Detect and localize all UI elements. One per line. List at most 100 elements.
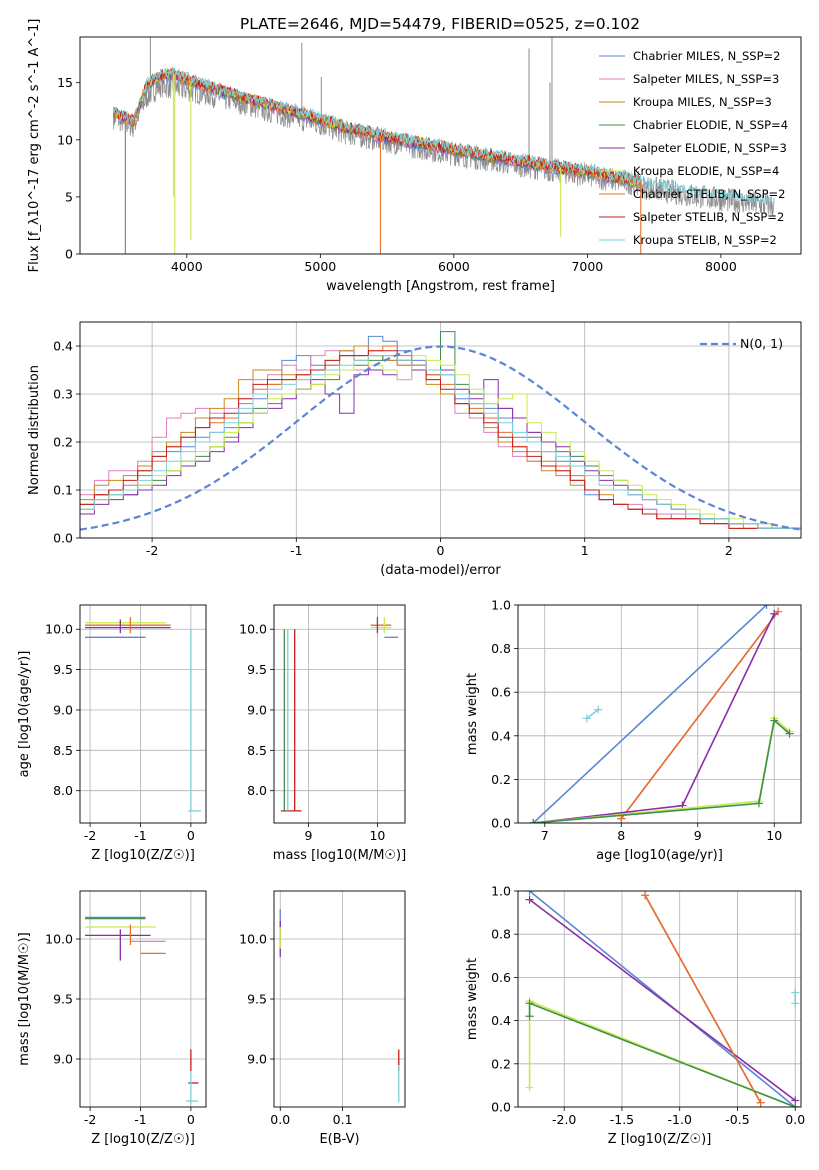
model-series-line <box>113 67 641 184</box>
x-tick-label: 10 <box>369 828 385 843</box>
x-tick-label: -1 <box>134 828 146 843</box>
weight-point-marker <box>791 1103 800 1107</box>
y-tick-label: 0.0 <box>491 1100 511 1115</box>
y-tick-label: 0.3 <box>53 387 73 402</box>
x-tick-label: 7 <box>541 828 549 843</box>
normal-curve-line <box>80 345 801 531</box>
plot-area <box>280 617 399 812</box>
y-tick-label: 8.5 <box>53 743 73 758</box>
axes-frame <box>273 890 406 1108</box>
plot-area <box>529 605 794 823</box>
x-tick-label: -2 <box>146 543 158 558</box>
x-axis-label: Z [log10(Z/Z☉)] <box>91 1132 195 1147</box>
y-tick-label: 8.0 <box>53 783 73 798</box>
y-tick-label: 15 <box>57 75 73 90</box>
weight-series-line <box>533 718 791 823</box>
y-tick-label: 0.0 <box>53 531 73 546</box>
x-axis-label: wavelength [Angstrom, rest frame] <box>326 279 555 294</box>
weight-point-marker <box>525 895 534 904</box>
y-axis-label: Flux [f_λ10^-17 erg cm^-2 s^-1 A^-1] <box>27 19 42 273</box>
plot-area <box>80 331 801 538</box>
x-axis-label: Z [log10(Z/Z☉)] <box>608 1132 712 1147</box>
x-tick-label: -1 <box>134 1112 146 1127</box>
x-axis-label: mass [log10(M/M☉)] <box>273 848 406 863</box>
panel-age_vs_mass: 9 10 8.0 8.5 9.0 9.5 10.0 mass [log10(M/M☉)] <box>239 604 406 863</box>
weight-point-marker <box>529 819 538 823</box>
plot-area <box>279 909 400 1103</box>
legend-label: Salpeter STELIB, N_SSP=2 <box>633 210 784 224</box>
x-axis-label: age [log10(age/yr)] <box>596 848 723 863</box>
y-tick-label: 9.5 <box>53 662 73 677</box>
legend-label: Kroupa STELIB, N_SSP=2 <box>633 233 777 247</box>
weight-point-marker <box>770 716 779 725</box>
y-tick-label: 10.0 <box>239 622 267 637</box>
y-tick-label: 9.0 <box>53 1052 73 1067</box>
axes-frame <box>79 890 207 1108</box>
weight-series-line <box>644 894 762 1104</box>
x-tick-label: 0.0 <box>270 1112 290 1127</box>
legend-label: Kroupa MILES, N_SSP=3 <box>633 95 772 109</box>
weight-point-marker <box>754 799 763 808</box>
weight-point-marker <box>594 705 603 714</box>
plot-area <box>525 891 800 1107</box>
y-tick-label: 10.0 <box>45 932 73 947</box>
y-axis-label: mass weight <box>465 673 480 755</box>
panel-mass_vs_z: -2 -1 0 9.0 9.5 10.0 Z [log10(Z/Z☉)] mass [log1… <box>17 890 207 1147</box>
x-tick-label: 0 <box>187 828 195 843</box>
axes-frame <box>79 36 802 255</box>
weight-point-marker <box>582 714 591 723</box>
y-axis-label: mass weight <box>465 958 480 1040</box>
plot-area <box>85 916 199 1105</box>
x-tick-label: 8 <box>617 828 625 843</box>
y-tick-label: 0.2 <box>491 1056 511 1071</box>
y-tick-label: 0.0 <box>491 816 511 831</box>
y-tick-label: 0.8 <box>491 641 511 656</box>
weight-series-line <box>529 891 796 1107</box>
panel-weight_vs_z: -2.0 -1.5 -1.0 -0.5 0.0 0.0 0.2 0.4 0.6 0.8 1.0 Z [… <box>465 884 805 1148</box>
histogram-series-line <box>80 355 801 538</box>
weight-point-marker <box>525 999 534 1008</box>
x-tick-label: 2 <box>725 543 733 558</box>
legend: Chabrier MILES, N_SSP=2 Salpeter MILES, N… <box>599 49 788 247</box>
weight-point-marker <box>791 988 800 997</box>
y-tick-label: 0.4 <box>491 728 511 743</box>
x-tick-label: -0.5 <box>725 1112 749 1127</box>
weight-point-marker <box>641 891 650 900</box>
legend-label: Chabrier MILES, N_SSP=2 <box>633 49 780 63</box>
y-tick-label: 9.0 <box>247 702 267 717</box>
x-tick-label: 0.1 <box>333 1112 353 1127</box>
weight-series-line <box>529 898 796 1102</box>
x-tick-label: 0.0 <box>785 1112 805 1127</box>
x-tick-label: -1 <box>290 543 302 558</box>
x-tick-label: 0 <box>187 1112 195 1127</box>
weight-series-line <box>620 611 779 820</box>
panel-mass_vs_ebv: 0.0 0.1 9.0 9.5 10.0 E(B-V) <box>239 890 406 1147</box>
weight-series-line <box>528 1002 796 1107</box>
axes-frame <box>517 604 802 824</box>
weight-series-line <box>533 613 775 823</box>
axes-frame <box>79 604 207 824</box>
x-tick-label: 9 <box>304 828 312 843</box>
x-tick-label: -1.0 <box>668 1112 692 1127</box>
x-tick-label: -2.0 <box>552 1112 576 1127</box>
y-tick-label: 0 <box>65 247 73 262</box>
y-tick-label: 0.1 <box>53 483 73 498</box>
weight-series-line <box>586 708 599 720</box>
weight-point-marker <box>756 1098 765 1107</box>
y-tick-label: 0.2 <box>491 772 511 787</box>
figure-title: PLATE=2646, MJD=54479, FIBERID=0525, z=0… <box>240 15 640 33</box>
y-tick-label: 0.2 <box>53 435 73 450</box>
axes-frame <box>517 890 802 1108</box>
panel-age_vs_z: -2 -1 0 8.0 8.5 9.0 9.5 10.0 Z [log10(Z/Z☉)] age … <box>17 604 207 863</box>
y-tick-label: 9.0 <box>247 1052 267 1067</box>
weight-point-marker <box>525 1083 534 1092</box>
y-tick-label: 5 <box>65 189 73 204</box>
y-tick-label: 1.0 <box>491 884 511 899</box>
y-tick-label: 10 <box>57 132 73 147</box>
weight-point-marker <box>762 605 771 609</box>
x-tick-label: 4000 <box>171 259 203 274</box>
x-tick-label: 8000 <box>705 259 737 274</box>
y-tick-label: 1.0 <box>491 598 511 613</box>
